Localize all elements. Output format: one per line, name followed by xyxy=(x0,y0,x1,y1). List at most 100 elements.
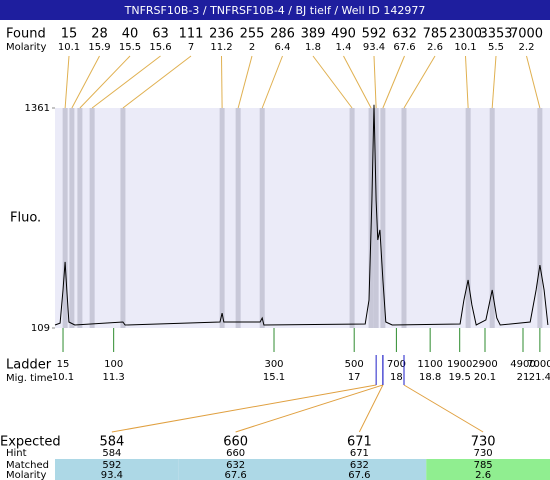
found-size: 389 xyxy=(301,27,326,42)
peak-connector xyxy=(237,55,253,109)
ladder-size: 1100 xyxy=(417,359,442,370)
peak-connector xyxy=(79,55,131,109)
row-label: Expected xyxy=(0,435,61,450)
matched-cell xyxy=(426,459,550,480)
table-cell: 584 xyxy=(102,448,121,459)
found-molarity: 10.1 xyxy=(454,42,476,53)
table-cell: 632 xyxy=(226,460,245,471)
peak-band xyxy=(380,108,386,328)
ladder-size: 7000 xyxy=(527,359,550,370)
peak-connector xyxy=(312,55,353,109)
molarity-label: Molarity xyxy=(6,42,46,53)
y-tick-label: 109 xyxy=(31,323,50,334)
ladder-time: 21.4 xyxy=(529,372,550,383)
peak-connector xyxy=(373,55,377,109)
peak-band xyxy=(401,108,407,328)
found-size: 111 xyxy=(179,27,204,42)
found-size: 236 xyxy=(209,27,234,42)
table-cell: 93.4 xyxy=(101,470,123,480)
found-molarity: 2 xyxy=(249,42,255,53)
table-cell: 785 xyxy=(474,460,493,471)
ladder-size: 15 xyxy=(57,359,70,370)
ladder-size: 500 xyxy=(345,359,364,370)
found-molarity: 67.6 xyxy=(393,42,415,53)
match-connector xyxy=(358,384,384,433)
trace xyxy=(54,104,549,326)
peak-band xyxy=(77,108,83,328)
peak-band xyxy=(235,108,241,328)
table-cell: 592 xyxy=(102,460,121,471)
peak-connector xyxy=(343,55,372,109)
peak-band xyxy=(349,108,355,328)
row-label: Hint xyxy=(6,448,27,459)
peak-band xyxy=(89,108,95,328)
found-label: Found xyxy=(6,27,46,42)
matched-cell xyxy=(302,459,427,480)
row-label: Molarity xyxy=(6,470,46,480)
peak-band xyxy=(120,108,126,328)
ladder-size: 700 xyxy=(387,359,406,370)
found-size: 490 xyxy=(331,27,356,42)
found-molarity: 11.2 xyxy=(210,42,232,53)
found-size: 286 xyxy=(270,27,295,42)
ladder-size: 100 xyxy=(104,359,123,370)
match-connector xyxy=(235,384,384,433)
found-size: 7000 xyxy=(510,27,543,42)
peak-connector xyxy=(526,55,541,109)
table-cell: 671 xyxy=(350,448,369,459)
matched-cell xyxy=(55,459,179,480)
table-cell: 67.6 xyxy=(224,470,246,480)
found-molarity: 15.5 xyxy=(119,42,141,53)
table-cell: 584 xyxy=(99,435,124,450)
peak-connector xyxy=(64,55,70,109)
found-size: 592 xyxy=(362,27,387,42)
found-size: 785 xyxy=(423,27,448,42)
peak-band xyxy=(259,108,265,328)
chart-title: TNFRSF10B-3 / TNFRSF10B-4 / BJ tielf / W… xyxy=(124,4,426,17)
ladder-time: 17 xyxy=(348,372,361,383)
found-size: 15 xyxy=(61,27,78,42)
ladder-time: 19.5 xyxy=(449,372,471,383)
table-cell: 632 xyxy=(350,460,369,471)
peak-connector xyxy=(403,55,436,109)
peak-band xyxy=(537,108,543,328)
peak-connector xyxy=(71,55,100,109)
ladder-time: 20.1 xyxy=(474,372,496,383)
table-cell: 67.6 xyxy=(348,470,370,480)
ladder-size: 300 xyxy=(264,359,283,370)
found-molarity: 10.1 xyxy=(58,42,80,53)
found-molarity: 5.5 xyxy=(488,42,504,53)
ladder-size: 1900 xyxy=(447,359,472,370)
found-size: 255 xyxy=(240,27,265,42)
mig-time-label: Mig. time xyxy=(6,373,53,384)
peak-connector xyxy=(261,55,283,109)
ladder-label: Ladder xyxy=(6,358,52,373)
peak-band xyxy=(373,108,379,328)
table-cell: 660 xyxy=(226,448,245,459)
found-molarity: 93.4 xyxy=(363,42,385,53)
matched-cell xyxy=(178,459,303,480)
found-molarity: 15.6 xyxy=(149,42,171,53)
y-tick-label: 1361 xyxy=(25,103,50,114)
ladder-time: 15.1 xyxy=(263,372,285,383)
peak-band xyxy=(489,108,495,328)
ladder-time: 21 xyxy=(517,372,530,383)
peak-band xyxy=(465,108,471,328)
found-molarity: 15.9 xyxy=(88,42,110,53)
found-molarity: 2.2 xyxy=(519,42,535,53)
peak-connector xyxy=(122,55,192,109)
peak-connector xyxy=(221,55,223,109)
table-cell: 730 xyxy=(474,448,493,459)
match-connector xyxy=(403,384,484,433)
y-axis-label: Fluo. xyxy=(10,211,41,226)
found-size: 40 xyxy=(122,27,139,42)
peak-band xyxy=(69,108,75,328)
peak-connector xyxy=(465,55,469,109)
ladder-time: 18 xyxy=(390,372,403,383)
ladder-time: 10.1 xyxy=(52,372,74,383)
row-label: Matched xyxy=(6,460,49,471)
found-molarity: 6.4 xyxy=(275,42,291,53)
found-size: 2300 xyxy=(449,27,482,42)
